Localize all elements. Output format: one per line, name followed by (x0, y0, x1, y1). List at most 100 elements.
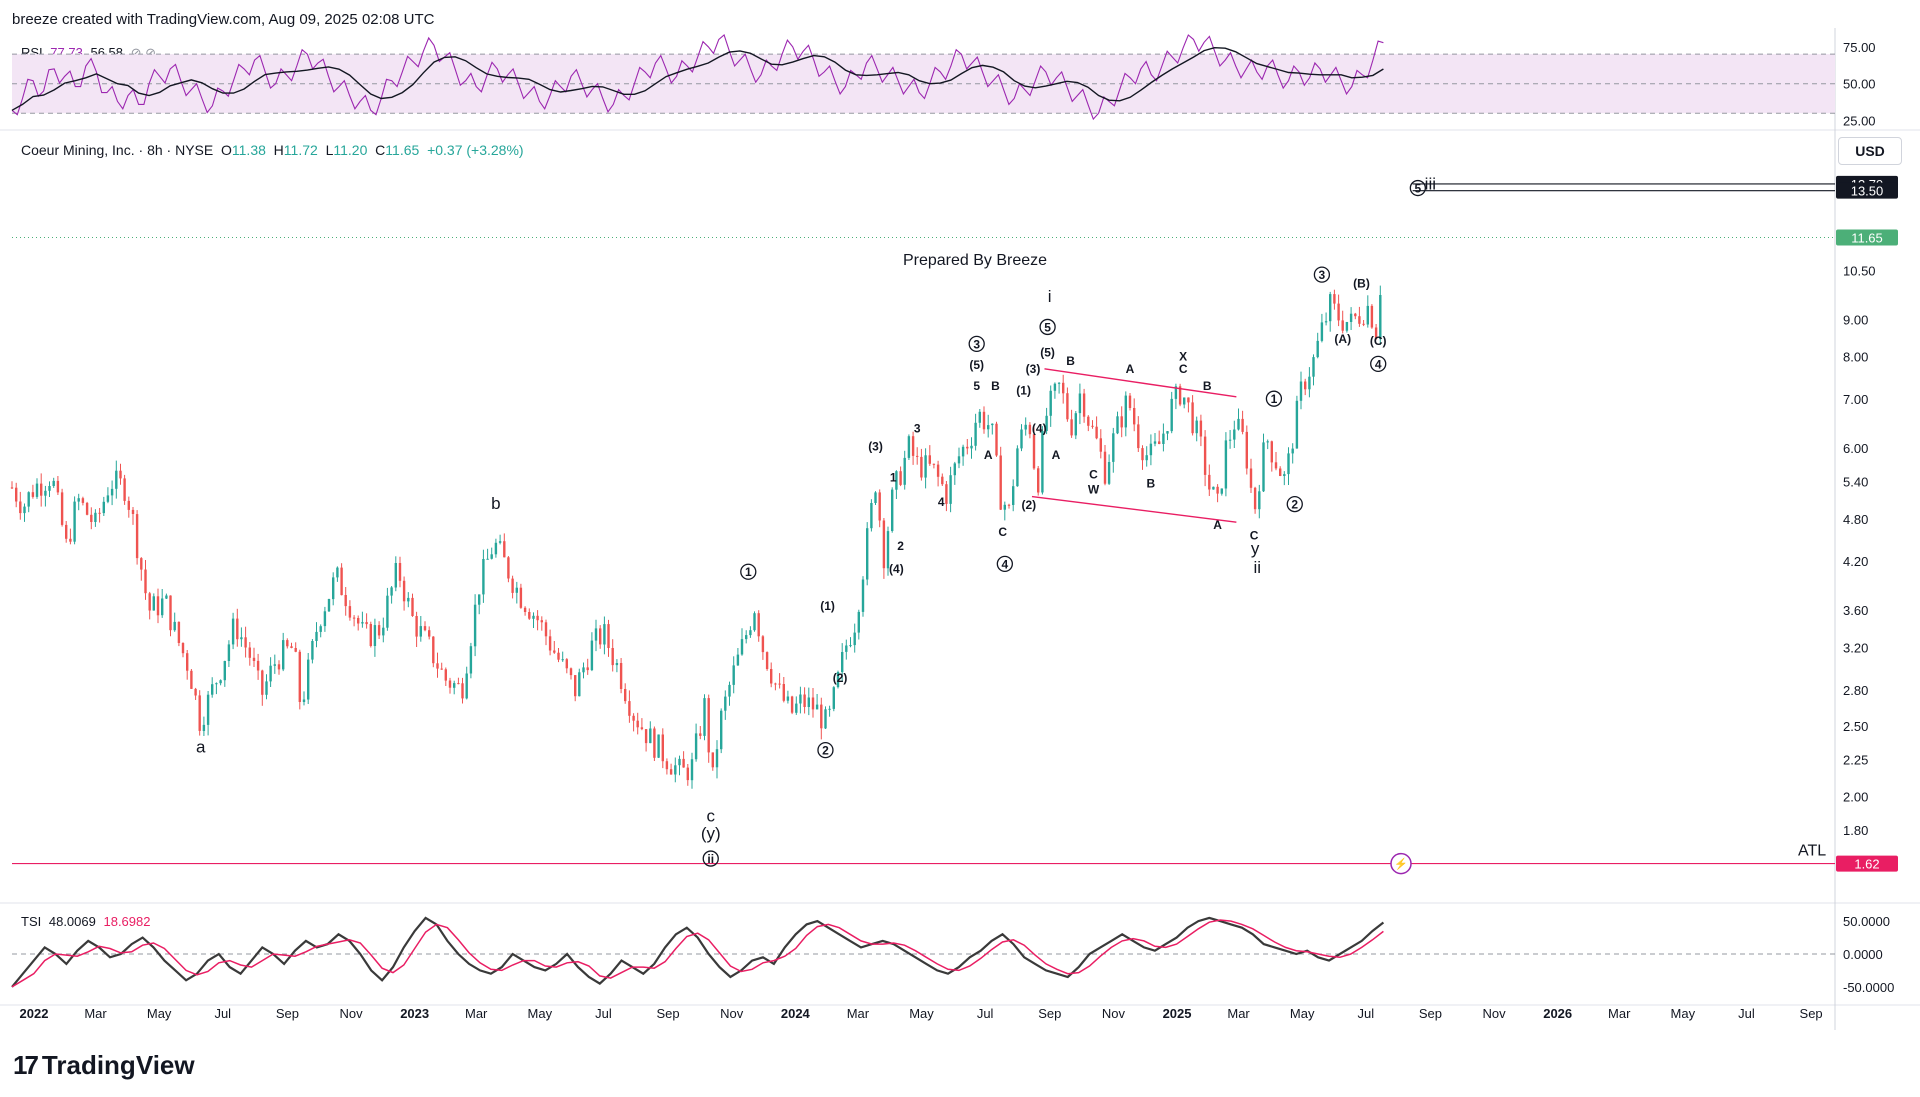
change-value: +0.37 (+3.28%) (427, 142, 524, 158)
candle-body (574, 675, 577, 697)
candle-body (790, 696, 794, 713)
candle-body (795, 703, 798, 713)
currency-button[interactable]: USD (1838, 137, 1902, 165)
candle-body (519, 587, 523, 608)
wave-label: 1 (1271, 392, 1278, 406)
price-tick-label: 1.80 (1843, 823, 1868, 838)
candle-body (728, 684, 731, 697)
candle-body (707, 698, 710, 753)
wave-circle (1409, 179, 1426, 197)
candle-body (999, 455, 1002, 510)
candle-body (1291, 448, 1294, 454)
wave-label: 3 (973, 337, 980, 351)
wave-label: (3) (868, 440, 883, 454)
wave-label: C (1089, 468, 1098, 482)
candle-body (1049, 390, 1052, 416)
close-value: 11.65 (385, 142, 420, 158)
candle-body (1341, 320, 1344, 331)
wave-circle (1039, 318, 1056, 336)
candle-body (515, 587, 518, 593)
x-tick-label: May (528, 1006, 553, 1021)
candle-body (686, 767, 689, 781)
candle-body (932, 463, 936, 465)
candle-body (907, 436, 911, 458)
candle-body (248, 647, 251, 658)
candle-body (486, 558, 489, 560)
symbol-name[interactable]: Coeur Mining, Inc. (21, 142, 135, 158)
price-tick-label: 5.40 (1843, 474, 1868, 489)
candle-body (27, 492, 30, 507)
candle-body (152, 596, 155, 611)
candle-body (1037, 468, 1040, 493)
candle-body (1124, 395, 1127, 428)
brand-name: TradingView (41, 1050, 195, 1080)
candle-body (895, 471, 898, 490)
candle-body (131, 509, 135, 514)
price-tick-label: 3.20 (1843, 641, 1868, 656)
candle-body (377, 625, 381, 636)
candle-body (1149, 443, 1153, 456)
candle-body (503, 541, 506, 558)
candle-body (782, 684, 785, 701)
wave-label: 2 (1291, 498, 1298, 512)
candle-body (161, 598, 164, 616)
candle-body (181, 643, 185, 654)
candle-body (1379, 295, 1382, 340)
price-tick-label: 6.00 (1843, 441, 1868, 456)
candle-body (1308, 376, 1311, 390)
candle-body (1070, 419, 1073, 436)
x-tick-label: Sep (1038, 1006, 1061, 1021)
candle-body (1016, 448, 1019, 487)
wave-label: C (998, 525, 1007, 539)
candle-body (732, 665, 735, 685)
candle-body (123, 478, 126, 501)
x-tick-label: Sep (1419, 1006, 1442, 1021)
candle-body (916, 455, 919, 457)
candle-body (19, 501, 22, 514)
candle-body (198, 695, 201, 731)
candle-body (1133, 408, 1136, 425)
last-price-label-bg (1836, 229, 1898, 246)
candle-body (945, 484, 948, 504)
candle-body (286, 640, 289, 647)
candle-body (678, 758, 681, 766)
candle-body (252, 657, 256, 661)
rsi-tick-label: 25.00 (1843, 114, 1876, 129)
low-value: 11.20 (333, 142, 368, 158)
candle-body (402, 580, 406, 602)
wave-label: (2) (833, 671, 848, 685)
wave-label: ii (707, 852, 714, 866)
x-tick-label: Nov (720, 1006, 744, 1021)
attribution-header: breeze created with TradingView.com, Aug… (12, 11, 435, 28)
candle-body (523, 607, 527, 612)
candle-body (715, 749, 719, 768)
wave-label: ii (1253, 558, 1261, 577)
candle-body (1195, 420, 1198, 434)
candle-body (407, 597, 410, 602)
candle-body (861, 579, 865, 612)
candle-body (1249, 468, 1253, 488)
candle-body (1258, 491, 1261, 510)
candle-body (799, 694, 802, 704)
candle-body (761, 636, 765, 653)
price-tick-label: 7.00 (1843, 392, 1868, 407)
open-label: O (221, 142, 232, 158)
hidden-eye-icon[interactable]: ⊘ (130, 45, 142, 60)
candle-body (878, 492, 881, 521)
candle-body (1299, 381, 1303, 401)
candle-body (144, 569, 147, 594)
channel-line (1031, 495, 1237, 523)
candle-body (457, 683, 460, 685)
settings-icon[interactable]: ⊘ (145, 45, 157, 60)
candle-body (69, 538, 72, 542)
symbol-interval[interactable]: 8h (147, 142, 163, 158)
candle-body (899, 471, 902, 485)
wave-label: (4) (889, 562, 904, 576)
candle-body (1233, 429, 1236, 440)
candle-body (774, 683, 777, 685)
candle-body (277, 664, 281, 670)
candle-body (1212, 486, 1215, 490)
candle-body (315, 631, 318, 641)
wave-label: X (1179, 350, 1187, 364)
